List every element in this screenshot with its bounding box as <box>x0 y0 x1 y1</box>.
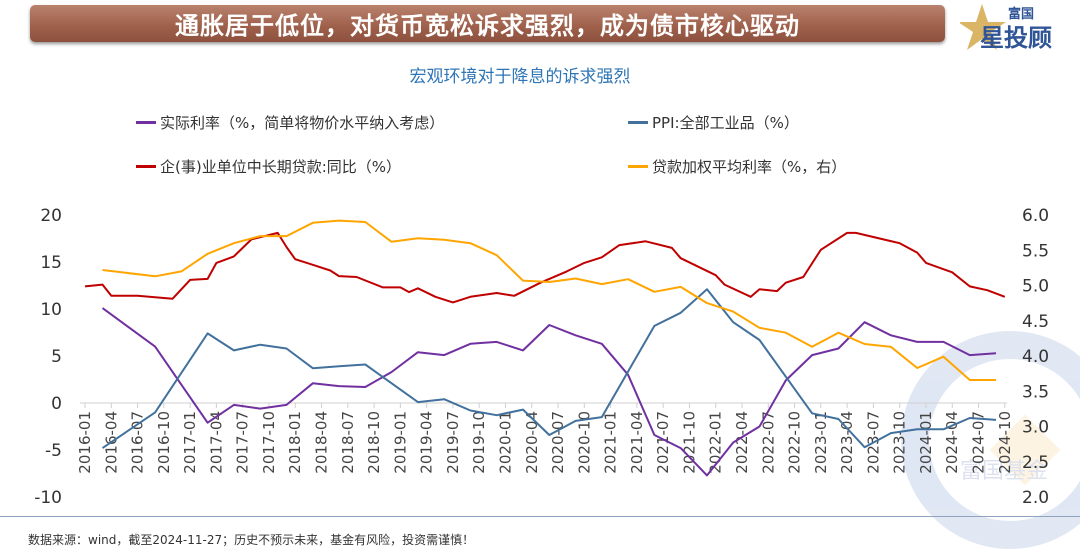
x-tick-label: 2024-10 <box>996 411 1014 474</box>
banner-title: 通胀居于低位，对货币宽松诉求强烈，成为债市核心驱动 <box>30 5 945 42</box>
legend-lending-rate: 贷款加权平均利率（%，右） <box>628 156 846 177</box>
x-tick-label: 2024-01 <box>917 411 935 474</box>
x-tick-label: 2018-07 <box>339 411 357 474</box>
y-right-tick-label: 5.0 <box>1022 277 1049 297</box>
footer-source: 数据来源：wind，截至2024-11-27；历史不预示未来，基金有风险，投资需… <box>28 533 475 547</box>
svg-text:富国: 富国 <box>1008 6 1034 22</box>
y-right-tick-label: 4.5 <box>1022 312 1049 332</box>
x-tick-label: 2022-07 <box>759 411 777 474</box>
watermark-ring <box>901 331 1080 549</box>
x-tick-label: 2023-04 <box>838 411 856 474</box>
x-tick-label: 2017-07 <box>234 411 252 474</box>
x-tick-label: 2021-04 <box>628 411 646 474</box>
watermark-text: 富国基金 <box>960 459 1048 484</box>
watermark-diamond <box>989 414 1061 486</box>
series-line-1 <box>101 288 997 449</box>
x-tick-label: 2016-10 <box>155 411 173 474</box>
x-tick-label: 2019-10 <box>470 411 488 474</box>
series-line-0 <box>101 307 997 477</box>
x-tick-label: 2021-10 <box>680 411 698 474</box>
x-tick-label: 2020-07 <box>549 411 567 474</box>
x-tick-label: 2017-04 <box>207 411 225 474</box>
legend-label: 企(事)业单位中长期贷款:同比（%） <box>160 158 402 176</box>
y-left-tick-label: 10 <box>40 300 62 320</box>
x-tick-label: 2019-07 <box>444 411 462 474</box>
x-tick-label: 2018-04 <box>313 411 331 474</box>
y-left-tick-label: 15 <box>40 253 62 273</box>
star-icon <box>960 4 1006 50</box>
x-tick-label: 2020-01 <box>496 411 514 474</box>
x-tick-label: 2023-01 <box>812 411 830 474</box>
x-tick-label: 2022-04 <box>733 411 751 474</box>
y-left-tick-label: 20 <box>40 206 62 226</box>
legend-label: 贷款加权平均利率（%，右） <box>652 158 847 176</box>
y-right-tick-label: 6.0 <box>1022 206 1049 226</box>
x-tick-label: 2019-01 <box>391 411 409 474</box>
y-right-tick-label: 5.5 <box>1022 241 1049 261</box>
x-tick-label: 2018-10 <box>365 411 383 474</box>
x-tick-label: 2023-10 <box>891 411 909 474</box>
y-left-tick-label: -5 <box>45 441 62 461</box>
svg-text:星投顾: 星投顾 <box>980 24 1052 52</box>
x-tick-label: 2017-10 <box>260 411 278 474</box>
chart-title: 宏观环境对于降息的诉求强烈 <box>409 67 631 87</box>
x-tick-label: 2020-10 <box>575 411 593 474</box>
x-tick-label: 2022-10 <box>786 411 804 474</box>
x-tick-label: 2017-01 <box>181 411 199 474</box>
divider <box>0 516 1080 517</box>
legend-ppi: PPI:全部工业品（%） <box>628 112 799 133</box>
legend-real-rate: 实际利率（%，简单将物价水平纳入考虑） <box>136 112 444 133</box>
x-tick-label: 2016-01 <box>76 411 94 474</box>
y-right-tick-label: 3.0 <box>1022 418 1049 438</box>
x-tick-label: 2024-07 <box>970 411 988 474</box>
series-line-2 <box>84 231 1006 304</box>
y-right-tick-label: 2.5 <box>1022 453 1049 473</box>
logo: 富国 星投顾 <box>960 4 1052 52</box>
y-right-tick-label: 2.0 <box>1022 488 1049 508</box>
y-left-tick-label: 5 <box>51 347 62 367</box>
legend-label: 实际利率（%，简单将物价水平纳入考虑） <box>160 114 445 132</box>
y-left-tick-label: -10 <box>34 488 62 508</box>
x-tick-label: 2019-04 <box>418 411 436 474</box>
y-right-tick-label: 4.0 <box>1022 347 1049 367</box>
x-tick-label: 2021-07 <box>654 411 672 474</box>
y-left-tick-label: 0 <box>51 394 62 414</box>
y-right-tick-label: 3.5 <box>1022 382 1049 402</box>
series-line-3 <box>102 219 996 381</box>
x-tick-label: 2020-04 <box>523 411 541 474</box>
legend-label: PPI:全部工业品（%） <box>652 114 799 132</box>
x-tick-label: 2024-04 <box>943 411 961 474</box>
legend-loans: 企(事)业单位中长期贷款:同比（%） <box>136 156 401 177</box>
x-tick-label: 2018-01 <box>286 411 304 474</box>
watermark: 富国基金 <box>901 331 1080 549</box>
x-tick-label: 2021-01 <box>602 411 620 474</box>
